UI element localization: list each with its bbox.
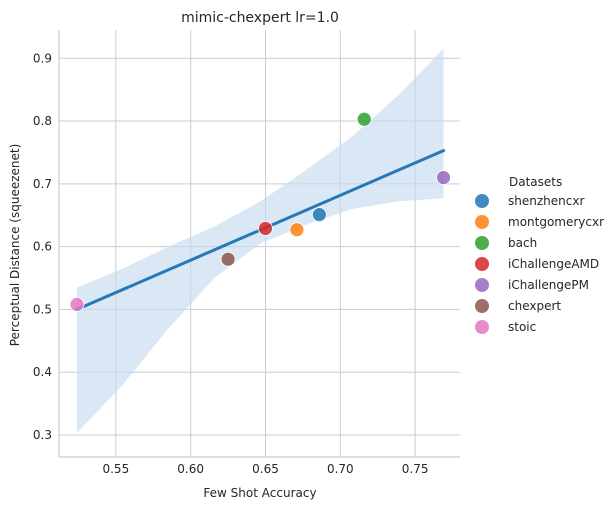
y-tick-label: 0.4 bbox=[33, 365, 52, 379]
legend-title: Datasets bbox=[509, 175, 562, 189]
chart-title: mimic-chexpert lr=1.0 bbox=[181, 10, 339, 26]
data-points bbox=[69, 111, 451, 312]
data-point-iChallengeAMD bbox=[258, 221, 273, 236]
data-point-shenzhencxr bbox=[311, 207, 327, 223]
data-point-bach bbox=[356, 111, 372, 127]
legend-marker-bach bbox=[475, 236, 489, 250]
y-axis-label: Perceptual Distance (squeezenet) bbox=[8, 144, 22, 347]
y-tick-label: 0.8 bbox=[33, 114, 52, 128]
confidence-band-layer bbox=[77, 48, 444, 434]
y-tick-label: 0.7 bbox=[33, 177, 52, 191]
legend-label: montgomerycxr bbox=[508, 215, 604, 229]
legend-label: iChallengePM bbox=[508, 278, 589, 292]
legend-items: shenzhencxr montgomerycxr bach iChallengeAM… bbox=[475, 194, 604, 334]
legend-marker-shenzhencxr bbox=[475, 194, 489, 208]
legend-marker-stoic bbox=[475, 320, 489, 334]
x-tick-label: 0.75 bbox=[402, 462, 429, 476]
y-tick-label: 0.3 bbox=[33, 428, 52, 442]
legend-marker-iChallengeAMD bbox=[475, 257, 489, 271]
confidence-band bbox=[77, 48, 444, 434]
y-tick-label: 0.5 bbox=[33, 302, 52, 316]
axes bbox=[58, 30, 460, 458]
x-tick-label: 0.65 bbox=[252, 462, 279, 476]
legend-marker-iChallengePM bbox=[475, 278, 489, 292]
data-point-stoic bbox=[69, 297, 85, 312]
tick-labels: 0.55 0.60 0.65 0.70 0.75 0.3 0.4 0.5 0.6 0.7 0.8 0.… bbox=[33, 51, 429, 476]
x-axis-label: Few Shot Accuracy bbox=[203, 486, 316, 500]
legend-marker-montgomerycxr bbox=[475, 215, 489, 229]
data-point-montgomerycxr bbox=[289, 222, 305, 238]
data-point-iChallengePM bbox=[436, 170, 451, 185]
legend-label: shenzhencxr bbox=[508, 194, 584, 208]
legend-label: chexpert bbox=[508, 299, 561, 313]
y-tick-label: 0.6 bbox=[33, 240, 52, 254]
x-tick-label: 0.55 bbox=[102, 462, 129, 476]
y-tick-label: 0.9 bbox=[33, 51, 52, 65]
x-tick-label: 0.70 bbox=[327, 462, 354, 476]
legend-label: stoic bbox=[508, 320, 536, 334]
legend: Datasets shenzhencxr montgomerycxr bach iCh… bbox=[475, 175, 604, 334]
legend-label: iChallengeAMD bbox=[508, 257, 599, 271]
legend-label: bach bbox=[508, 236, 537, 250]
data-point-chexpert bbox=[220, 251, 236, 267]
legend-marker-chexpert bbox=[475, 299, 489, 313]
x-tick-label: 0.60 bbox=[177, 462, 204, 476]
